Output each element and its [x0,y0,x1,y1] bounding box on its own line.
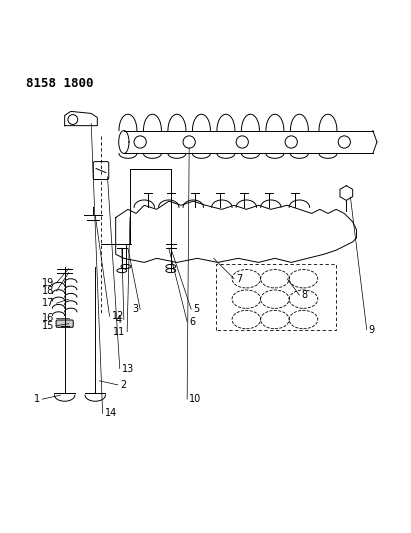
Text: 4: 4 [115,314,122,325]
Text: 16: 16 [42,313,55,324]
Text: 9: 9 [369,325,375,335]
Text: 6: 6 [189,317,195,327]
Text: 11: 11 [113,327,125,337]
Text: 3: 3 [132,304,138,314]
Text: 14: 14 [105,408,117,418]
Text: 13: 13 [122,364,134,374]
Text: 5: 5 [193,304,199,314]
Text: 15: 15 [42,321,55,330]
FancyBboxPatch shape [56,320,73,327]
Text: 12: 12 [112,311,124,321]
Text: 1: 1 [34,394,40,404]
Text: 2: 2 [120,380,126,390]
Text: 8: 8 [301,290,307,300]
Text: 10: 10 [189,394,201,404]
Text: 7: 7 [236,274,242,284]
Text: 18: 18 [42,286,55,296]
Text: 17: 17 [42,298,55,308]
Text: 19: 19 [42,278,55,288]
Text: 8158 1800: 8158 1800 [26,77,93,90]
